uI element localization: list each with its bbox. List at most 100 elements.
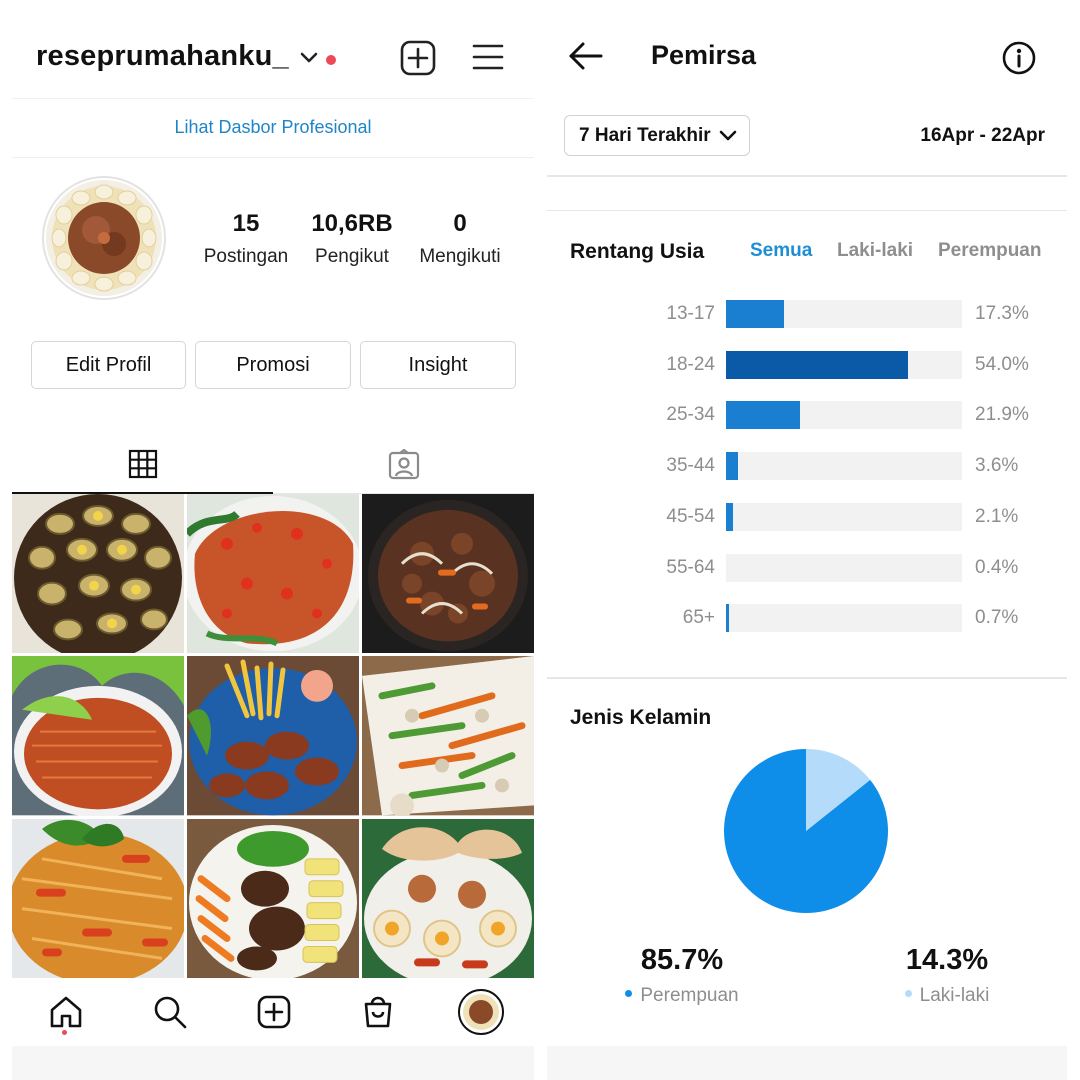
age-bar-track <box>726 553 962 582</box>
profile-avatar[interactable] <box>42 176 166 300</box>
insights-button[interactable]: Insight <box>360 341 516 389</box>
divider <box>12 157 534 158</box>
profile-screen: reseprumahanku_ Lihat Dasbor Profesional <box>12 0 534 1080</box>
gender-female-stat: 85.7% Perempuan <box>607 944 757 1007</box>
age-row: 13-17 17.3% <box>547 300 1067 328</box>
page-title: Pemirsa <box>651 40 757 70</box>
filter-all[interactable]: Semua <box>750 240 813 261</box>
age-percent-label: 0.7% <box>975 607 1019 629</box>
legend-dot <box>625 990 633 998</box>
system-navigation-bar <box>12 1046 534 1080</box>
gender-male-label-row: Laki-laki <box>872 985 1022 1007</box>
gender-female-label-row: Perempuan <box>607 985 757 1007</box>
post-thumbnail[interactable] <box>362 818 534 978</box>
gender-female-label: Perempuan <box>640 985 739 1006</box>
gender-male-label: Laki-laki <box>919 985 990 1006</box>
audience-insights-screen: Pemirsa 7 Hari Terakhir 16Apr - 22Apr Re… <box>547 0 1067 1080</box>
age-bar-track <box>726 604 962 633</box>
gender-male-stat: 14.3% Laki-laki <box>872 944 1022 1007</box>
info-icon[interactable] <box>1001 40 1037 76</box>
age-row: 55-64 0.4% <box>547 553 1067 582</box>
post-thumbnail[interactable] <box>362 494 534 654</box>
post-thumbnail[interactable] <box>12 656 184 816</box>
post-thumbnail[interactable] <box>187 494 359 654</box>
age-row: 18-24 54.0% <box>547 350 1067 379</box>
profile-avatar[interactable] <box>458 989 504 1035</box>
plus-square-icon[interactable] <box>400 40 436 76</box>
filter-men[interactable]: Laki-laki <box>837 240 914 261</box>
age-percent-label: 21.9% <box>975 404 1029 426</box>
tab-posts-grid[interactable] <box>12 436 273 494</box>
post-thumbnail[interactable] <box>187 818 359 978</box>
home-icon[interactable] <box>46 992 86 1032</box>
date-range-dropdown-label: 7 Hari Terakhir <box>579 125 711 146</box>
age-bar <box>726 604 729 633</box>
create-icon[interactable] <box>254 992 294 1032</box>
tab-tagged[interactable] <box>273 436 534 494</box>
post-thumbnail[interactable] <box>12 494 184 654</box>
age-percent-label: 3.6% <box>975 455 1019 477</box>
chevron-down-icon <box>719 130 737 141</box>
age-bar <box>726 300 785 328</box>
stat-posts[interactable]: 15 Postingan <box>196 210 296 268</box>
stat-label: Postingan <box>203 246 289 267</box>
age-percent-label: 2.1% <box>975 505 1019 527</box>
edit-profile-button[interactable]: Edit Profil <box>31 341 186 389</box>
age-row: 65+ 0.7% <box>547 604 1067 633</box>
tagged-person-icon <box>388 448 419 479</box>
search-icon[interactable] <box>150 992 190 1032</box>
age-row: 25-34 21.9% <box>547 401 1067 430</box>
age-percent-label: 54.0% <box>975 353 1029 375</box>
bottom-navigation <box>12 980 534 1044</box>
divider <box>12 98 534 99</box>
stat-followers[interactable]: 10,6RB Pengikut <box>302 210 402 268</box>
professional-dashboard-link[interactable]: Lihat Dasbor Profesional <box>174 117 372 137</box>
divider <box>547 175 1067 177</box>
age-bar-track <box>726 452 962 481</box>
date-range-dropdown[interactable]: 7 Hari Terakhir <box>564 115 750 156</box>
grid-icon <box>128 449 157 479</box>
activity-dot <box>62 1030 67 1035</box>
notification-dot <box>326 55 336 65</box>
divider <box>547 210 1067 211</box>
age-range-title: Rentang Usia <box>570 240 705 263</box>
profile-username[interactable]: reseprumahanku_ <box>36 40 289 72</box>
age-bar-track <box>726 300 962 328</box>
filter-women[interactable]: Perempuan <box>938 240 1042 261</box>
stat-value: 10,6RB <box>311 210 393 237</box>
age-range-label: 65+ <box>682 607 715 629</box>
age-row: 35-44 3.6% <box>547 452 1067 481</box>
stat-value: 15 <box>232 210 260 237</box>
age-percent-label: 17.3% <box>975 303 1029 324</box>
gender-pie-chart <box>724 749 888 913</box>
chevron-down-icon[interactable] <box>298 50 320 66</box>
promote-button[interactable]: Promosi <box>195 341 351 389</box>
age-bar-track <box>726 350 962 379</box>
gender-title: Jenis Kelamin <box>570 706 712 729</box>
system-navigation-bar <box>547 1046 1067 1080</box>
post-thumbnail[interactable] <box>187 656 359 816</box>
legend-dot <box>904 990 912 998</box>
post-thumbnail[interactable] <box>362 656 534 816</box>
post-thumbnail[interactable] <box>12 818 184 978</box>
shop-icon[interactable] <box>358 992 398 1032</box>
date-range-text: 16Apr - 22Apr <box>920 125 1045 146</box>
stat-value: 0 <box>453 210 467 237</box>
age-bar-track <box>726 502 962 531</box>
gender-female-value: 85.7% <box>640 944 724 976</box>
age-bar <box>726 350 909 379</box>
age-range-label: 18-24 <box>666 353 715 375</box>
stat-label: Mengikuti <box>419 246 501 267</box>
age-bar <box>726 452 739 481</box>
divider <box>547 677 1067 679</box>
back-arrow-icon[interactable] <box>567 40 605 72</box>
age-bar <box>726 401 800 430</box>
age-bar-track <box>726 401 962 430</box>
gender-male-value: 14.3% <box>905 944 989 976</box>
stat-following[interactable]: 0 Mengikuti <box>410 210 510 268</box>
hamburger-menu-icon[interactable] <box>472 42 504 72</box>
age-range-label: 55-64 <box>666 556 715 578</box>
age-percent-label: 0.4% <box>975 556 1019 578</box>
age-range-label: 25-34 <box>666 404 715 426</box>
age-range-label: 45-54 <box>666 505 715 527</box>
